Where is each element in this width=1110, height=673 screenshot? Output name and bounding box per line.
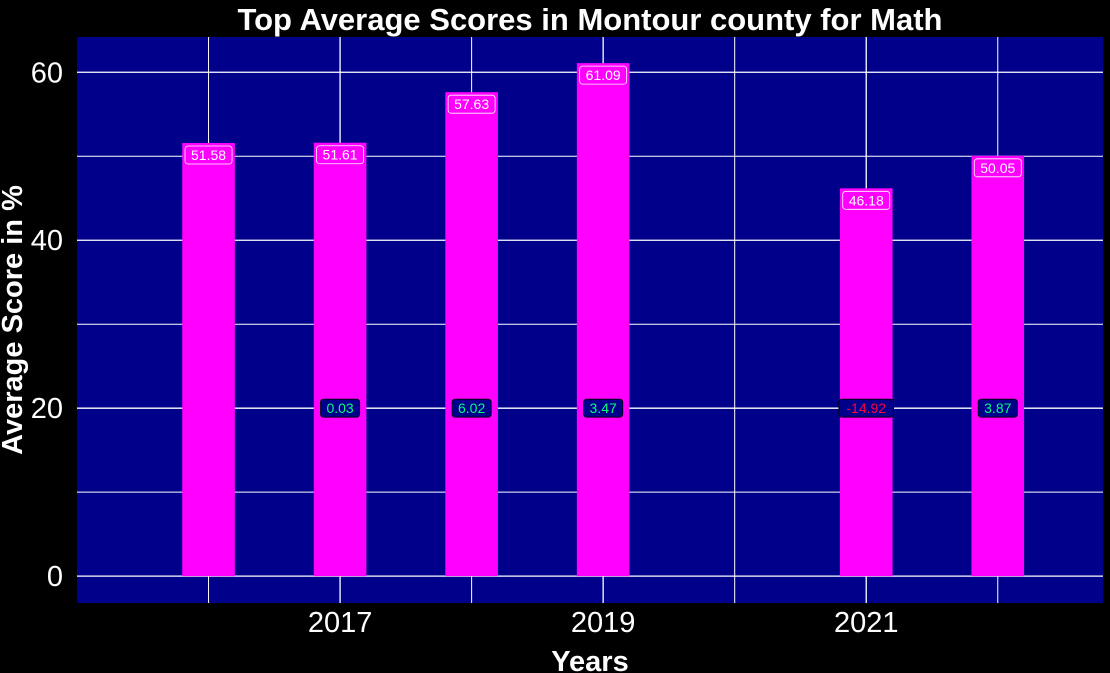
value-label: 51.61 — [316, 145, 364, 165]
value-label-box — [447, 94, 496, 114]
y-axis: 0 20 40 60 — [31, 57, 63, 593]
change-label-text: -14.92 — [846, 400, 886, 416]
y-tick-label: 20 — [31, 393, 63, 425]
value-label-text: 50.05 — [980, 160, 1015, 176]
bar — [182, 142, 235, 577]
bar — [576, 63, 630, 577]
change-label-box — [977, 398, 1018, 418]
chart-title: Top Average Scores in Montour county for… — [237, 2, 942, 37]
change-labels: 0.03 6.02 3.47 -14.92 3.87 — [320, 398, 1018, 418]
change-label: 0.03 — [320, 398, 361, 418]
value-label: 57.63 — [447, 94, 496, 114]
value-label-text: 51.61 — [323, 147, 358, 163]
change-label-box — [451, 398, 492, 418]
value-label-box — [579, 65, 628, 85]
change-label-box — [838, 398, 895, 418]
change-label: 3.87 — [977, 398, 1018, 418]
x-axis: 2017 2019 2021 — [308, 607, 899, 639]
value-label-box — [316, 145, 364, 165]
value-labels: 51.58 51.61 57.63 61.09 46.18 50.05 — [184, 65, 1022, 210]
value-label: 61.09 — [579, 65, 628, 85]
value-label: 46.18 — [842, 190, 891, 210]
value-label-text: 61.09 — [586, 67, 621, 83]
change-label-text: 6.02 — [458, 400, 485, 416]
bar — [839, 188, 893, 577]
change-label: 6.02 — [451, 398, 492, 418]
value-label-box — [973, 158, 1022, 178]
bar — [971, 155, 1025, 577]
change-label-text: 3.47 — [590, 400, 617, 416]
y-tick-label: 60 — [31, 57, 63, 89]
bar — [445, 92, 498, 577]
change-label-text: 0.03 — [326, 400, 353, 416]
value-label-text: 46.18 — [849, 192, 884, 208]
x-tick-label: 2017 — [308, 607, 373, 639]
bars — [182, 63, 1025, 577]
change-label: -14.92 — [838, 398, 895, 418]
y-axis-title: Average Score in % — [0, 185, 29, 455]
x-tick-label: 2021 — [834, 607, 899, 639]
value-label: 51.58 — [184, 145, 233, 165]
bar — [313, 142, 367, 577]
y-tick-label: 40 — [31, 225, 63, 257]
value-label-text: 57.63 — [454, 96, 489, 112]
y-tick-label: 0 — [47, 561, 63, 593]
change-label-box — [583, 398, 624, 418]
value-label: 50.05 — [973, 158, 1022, 178]
change-label-text: 3.87 — [984, 400, 1011, 416]
value-label-box — [842, 190, 891, 210]
value-label-text: 51.58 — [191, 147, 226, 163]
x-axis-title: Years — [551, 646, 628, 673]
change-label-box — [320, 398, 361, 418]
value-label-box — [184, 145, 233, 165]
x-tick-label: 2019 — [571, 607, 636, 639]
change-label: 3.47 — [583, 398, 624, 418]
